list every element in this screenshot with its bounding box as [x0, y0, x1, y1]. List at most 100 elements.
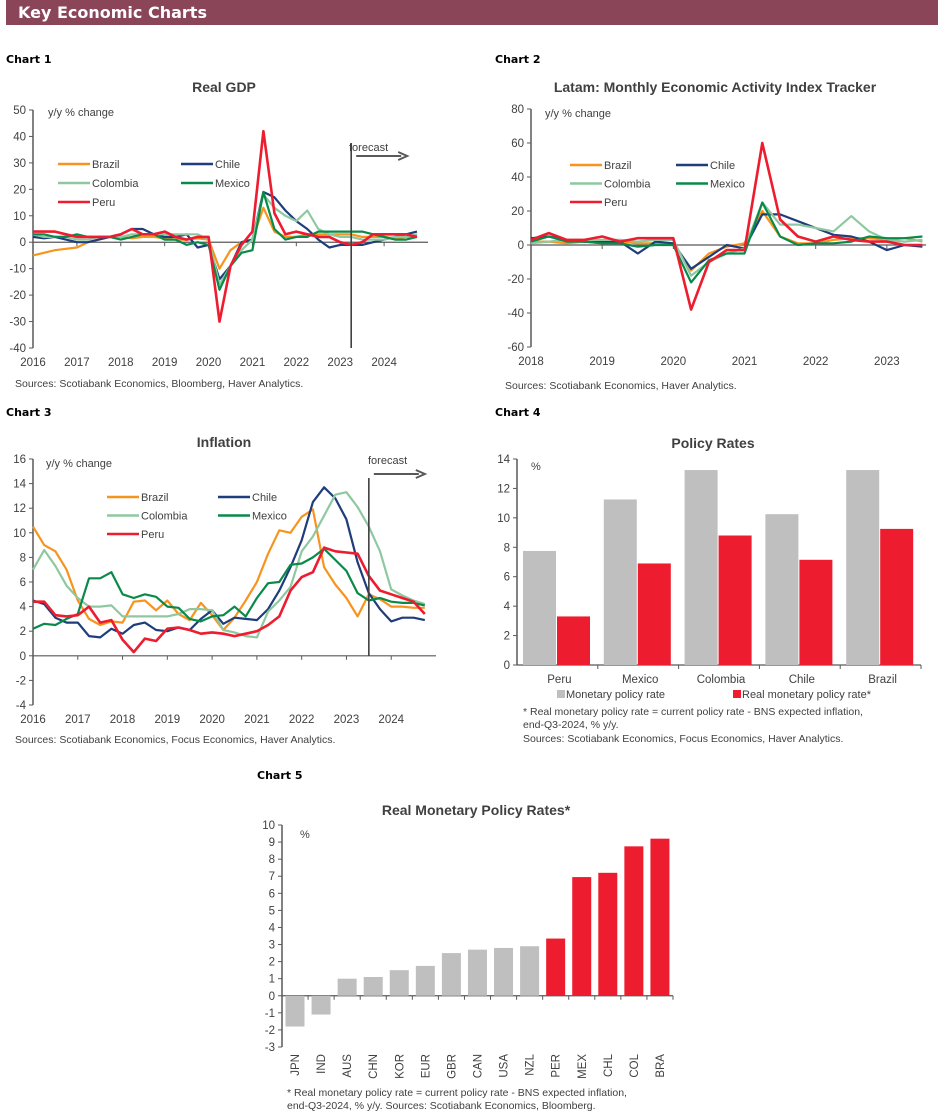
chart-3-x-tick-label: 2017 — [65, 714, 91, 726]
chart-4-y-tick-label: 4 — [504, 601, 511, 613]
chart-1-y-tick-label: 40 — [13, 131, 26, 143]
chart-1-legend-label-peru: Peru — [92, 197, 115, 209]
chart-1-x-tick-label: 2020 — [196, 357, 222, 369]
page-header: Key Economic Charts — [6, 0, 938, 25]
chart-3-legend-label-peru: Peru — [141, 529, 164, 541]
chart-5-y-tick-label: 6 — [269, 888, 275, 900]
chart-3-legend-label-colombia: Colombia — [141, 511, 188, 523]
chart-3-x-tick-label: 2020 — [199, 714, 225, 726]
legend-swatch-monetary-policy-rate — [557, 690, 565, 698]
chart-5-footnote-1: * Real monetary policy rate = current po… — [287, 1087, 627, 1099]
chart-3-forecast-label: forecast — [368, 455, 407, 467]
chart-5-bar-chl — [598, 872, 618, 996]
chart-3-y-tick-label: -2 — [16, 675, 26, 687]
chart-3-x-tick-label: 2016 — [20, 714, 46, 726]
chart-1-label: Chart 1 — [6, 53, 52, 66]
chart-3-y-tick-label: 6 — [20, 577, 26, 589]
chart-3-source: Sources: Scotiabank Economics, Focus Eco… — [15, 734, 335, 746]
chart-5-category-label: JPN — [290, 1054, 302, 1076]
chart-4-footnote-1: * Real monetary policy rate = current po… — [523, 706, 863, 718]
chart-2-series-mexico — [530, 201, 923, 284]
chart-2-legend-label-mexico: Mexico — [710, 179, 745, 191]
chart-5-category-label: GBR — [446, 1054, 458, 1079]
chart-2-legend-label-brazil: Brazil — [604, 160, 632, 172]
chart-2-y-tick-label: 40 — [511, 172, 524, 184]
chart-1-y-tick-label: 30 — [13, 158, 26, 170]
chart-5-bar-gbr — [441, 953, 461, 996]
chart-2-y-tick-label: -60 — [507, 342, 524, 354]
chart-3-x-tick-label: 2018 — [110, 714, 136, 726]
chart-3-y-tick-label: 16 — [13, 454, 26, 466]
chart-2-series-peru — [530, 141, 923, 311]
chart-2-label: Chart 2 — [495, 53, 541, 66]
chart-1-forecast-arrow-head-icon — [397, 151, 410, 161]
chart-2-y-tick-label: 20 — [511, 206, 524, 218]
chart-3-legend-label-mexico: Mexico — [252, 511, 287, 523]
chart-4-y-tick-label: 14 — [497, 454, 510, 466]
chart-2-x-tick-label: 2021 — [732, 356, 758, 368]
chart-4-bar-colombia-real — [718, 535, 752, 665]
chart-5-category-label: EUR — [420, 1054, 432, 1078]
chart-1-x-tick-label: 2022 — [284, 357, 310, 369]
chart-4-ylabel: % — [531, 461, 541, 473]
chart-5-y-tick-label: -2 — [265, 1025, 275, 1037]
chart-4-label: Chart 4 — [495, 406, 541, 419]
chart-3-x-tick-label: 2022 — [289, 714, 315, 726]
chart-5-bar-per — [546, 938, 566, 996]
chart-5-y-tick-label: 4 — [269, 922, 276, 934]
chart-3-y-tick-label: 12 — [13, 503, 26, 515]
chart-1-series-peru — [33, 129, 418, 323]
chart-4-y-tick-label: 8 — [504, 542, 510, 554]
chart-3-y-tick-label: 0 — [20, 651, 26, 663]
chart-2-y-tick-label: 0 — [518, 240, 524, 252]
chart-5-y-tick-label: 7 — [269, 871, 275, 883]
chart-2-legend-label-chile: Chile — [710, 160, 735, 172]
chart-4-y-tick-label: 12 — [497, 483, 510, 495]
chart-5-bar-bra — [650, 838, 670, 996]
chart-2-y-tick-label: -40 — [507, 308, 524, 320]
chart-3-series-brazil — [32, 508, 425, 632]
chart-4-source: Sources: Scotiabank Economics, Focus Eco… — [523, 733, 843, 745]
chart-1-y-tick-label: -10 — [9, 264, 26, 276]
chart-3-y-tick-label: 14 — [13, 479, 26, 491]
chart-3-series-peru — [33, 546, 426, 654]
chart-5-label: Chart 5 — [257, 769, 303, 782]
chart-4-category-label: Mexico — [622, 674, 658, 686]
chart-1-x-tick-label: 2019 — [152, 357, 178, 369]
chart-5-category-label: CAN — [473, 1054, 485, 1078]
chart-5-y-tick-label: 1 — [269, 974, 275, 986]
chart-5-category-label: NZL — [525, 1053, 537, 1075]
chart-2-legend-label-colombia: Colombia — [604, 179, 651, 191]
chart-4-bar-chile-real — [799, 559, 833, 665]
chart-3-y-tick-label: 10 — [13, 528, 26, 540]
chart-5-y-tick-label: 3 — [269, 940, 275, 952]
chart-5-y-tick-label: 10 — [262, 820, 275, 832]
chart-1-x-tick-label: 2018 — [108, 357, 134, 369]
chart-3-ylabel: y/y % change — [46, 458, 112, 470]
chart-1-y-tick-label: -20 — [9, 290, 26, 302]
chart-1-ylabel: y/y % change — [48, 107, 114, 119]
chart-5-y-tick-label: 2 — [269, 957, 275, 969]
chart-5-y-tick-label: -3 — [265, 1042, 275, 1054]
chart-5-category-label: IND — [316, 1054, 328, 1074]
chart-3-series-mexico — [32, 547, 426, 630]
chart-4-bar-colombia-nominal — [684, 470, 718, 665]
chart-3-y-tick-label: -4 — [16, 700, 27, 712]
chart-5-footnote-2: end-Q3-2024, % y/y. Sources: Scotiabank … — [287, 1100, 596, 1112]
chart-5-bar-col — [624, 846, 644, 996]
chart-3-title: Inflation — [197, 434, 251, 450]
chart-5-y-tick-label: 9 — [269, 837, 275, 849]
chart-2-x-tick-label: 2020 — [661, 356, 687, 368]
chart-4-y-tick-label: 10 — [497, 513, 510, 525]
chart-4-title: Policy Rates — [671, 435, 754, 451]
chart-2-y-tick-label: 60 — [511, 138, 524, 150]
chart-2-series-chile — [530, 213, 923, 270]
chart-5-bar-usa — [494, 947, 514, 996]
legend-swatch-real-monetary-policy-rate — [733, 690, 741, 698]
chart-1-legend-label-mexico: Mexico — [215, 178, 250, 190]
chart-1-legend-label-brazil: Brazil — [92, 159, 120, 171]
chart-1-y-tick-label: 20 — [13, 184, 26, 196]
chart-1-y-tick-label: 10 — [13, 211, 26, 223]
chart-5-bar-eur — [415, 965, 435, 996]
chart-5-title: Real Monetary Policy Rates* — [382, 802, 571, 818]
